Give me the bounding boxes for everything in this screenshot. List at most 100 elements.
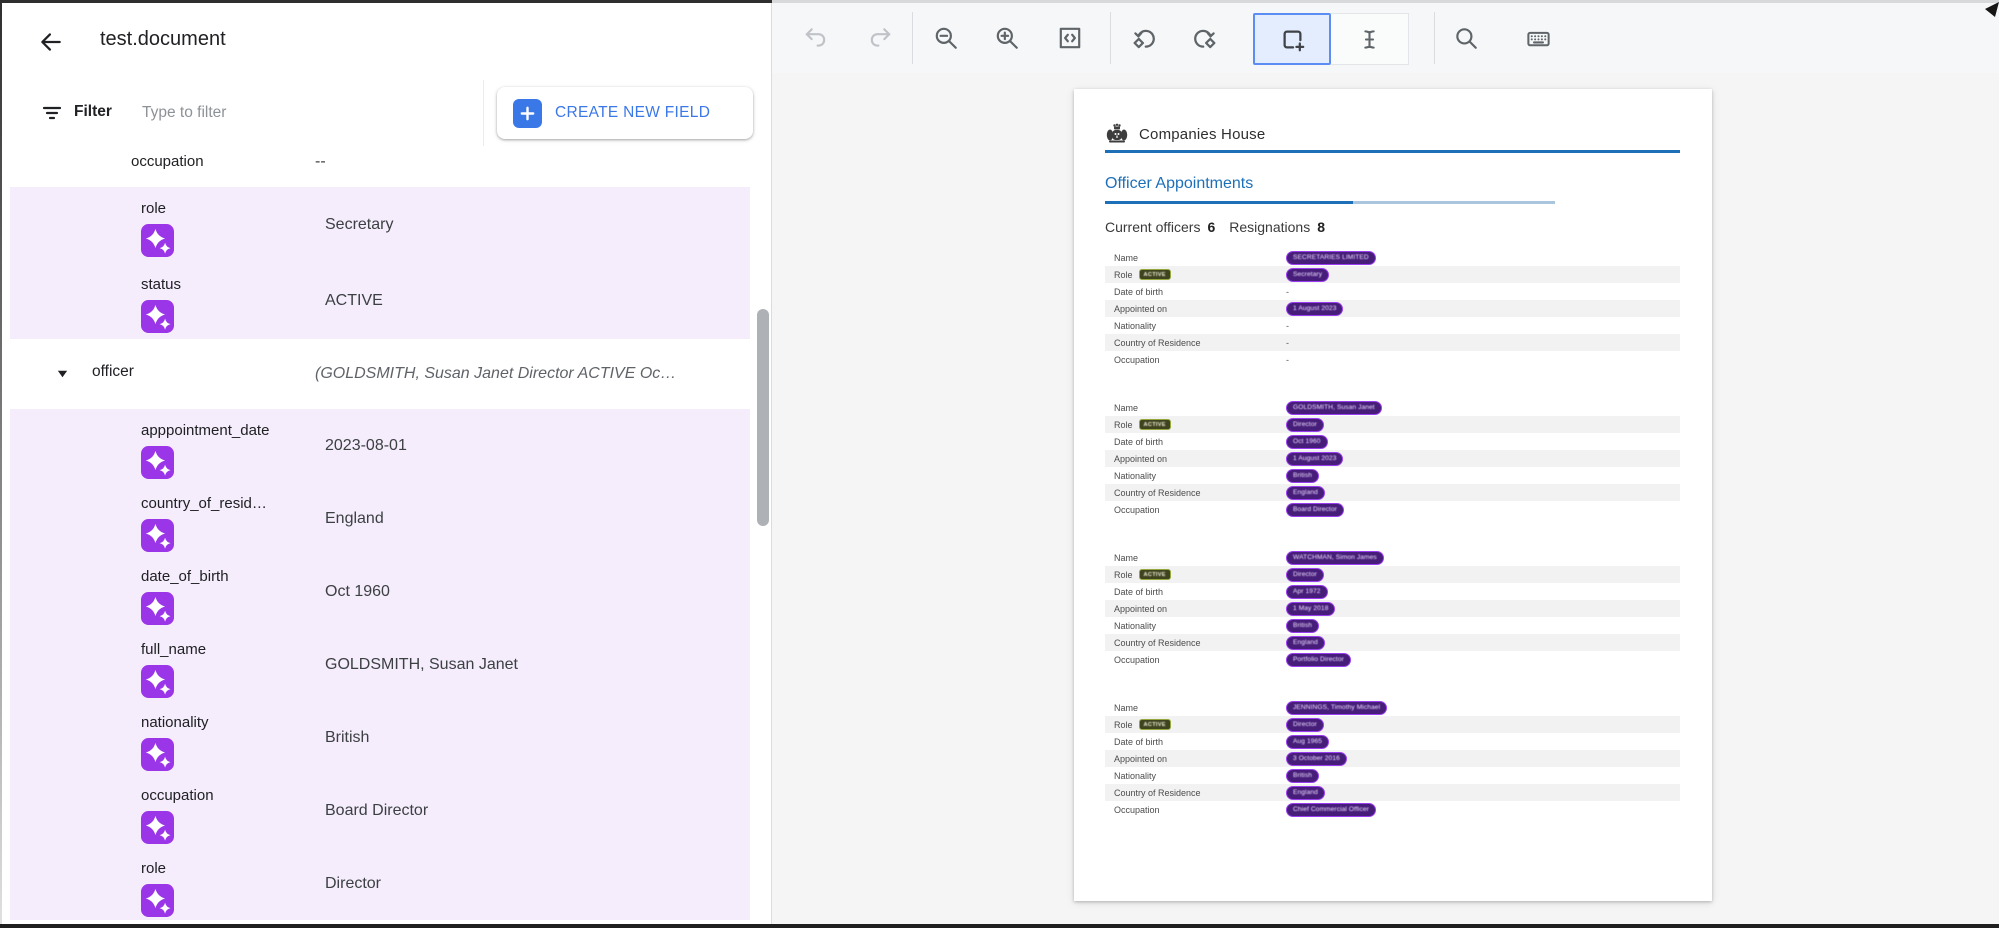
zoom-out-button[interactable] [926,18,966,58]
entity-annotation[interactable]: Portfolio Director [1286,653,1351,667]
entity-annotation[interactable]: SECRETARIES LIMITED [1286,251,1376,265]
cursor-artifact [1985,2,1999,23]
field-row[interactable]: full_nameGOLDSMITH, Susan Janet [10,628,750,701]
chevron-down-icon[interactable] [56,367,69,385]
entity-annotation[interactable]: British [1286,769,1319,783]
entity-annotation[interactable]: England [1286,486,1325,500]
entity-annotation[interactable]: WATCHMAN, Simon James [1286,551,1384,565]
rotate-right-button[interactable] [1185,18,1225,58]
field-value: Director [325,875,381,893]
entity-annotation[interactable]: 1 August 2023 [1286,302,1343,316]
field-row[interactable]: nationalityBritish [10,701,750,774]
entity-annotation[interactable]: England [1286,636,1325,650]
fit-view-button[interactable] [1050,18,1090,58]
text-select-tool[interactable] [1331,13,1409,65]
entity-annotation[interactable]: England [1286,786,1325,800]
officer-field-row: NameSECRETARIES LIMITED [1105,249,1680,266]
entity-annotation[interactable]: Director [1286,418,1324,432]
entity-annotation[interactable]: Director [1286,718,1324,732]
field-value: Oct 1960 [325,583,390,601]
empty-value: - [1286,287,1289,297]
officer-field-label: Name [1105,403,1286,413]
officer-field-row: NameGOLDSMITH, Susan Janet [1105,399,1680,416]
panel-scrollbar-thumb[interactable] [757,309,769,526]
field-row[interactable]: occupationBoard Director [10,774,750,847]
officer-field-value: England [1286,486,1680,500]
add-bounding-box-tool[interactable] [1253,13,1331,65]
officer-field-row: NationalityBritish [1105,617,1680,634]
entity-annotation[interactable]: 1 August 2023 [1286,452,1343,466]
entity-annotation[interactable]: 3 October 2016 [1286,752,1347,766]
active-status-annotation[interactable]: ACTIVE [1139,569,1171,580]
filter-input[interactable] [140,94,464,132]
entity-annotation[interactable]: Secretary [1286,268,1329,282]
field-value: British [325,729,369,747]
officer-field-value: GOLDSMITH, Susan Janet [1286,401,1680,415]
officer-field-row: Country of ResidenceEngland [1105,634,1680,651]
field-row[interactable]: role Director [10,847,750,920]
officer-field-row: Appointed on3 October 2016 [1105,750,1680,767]
field-row[interactable]: occupation-- [0,146,772,187]
active-status-annotation[interactable]: ACTIVE [1139,419,1171,430]
gemini-spark-icon [141,811,174,844]
search-button[interactable] [1446,18,1486,58]
field-row-officer[interactable]: officer(GOLDSMITH, Susan Janet Director … [0,339,772,409]
field-row[interactable]: apppointment_date2023-08-01 [10,409,750,482]
officer-field-row: NameJENNINGS, Timothy Michael [1105,699,1680,716]
field-row[interactable]: country_of_resid…England [10,482,750,555]
field-row[interactable]: date_of_birthOct 1960 [10,555,750,628]
entity-annotation[interactable]: Apr 1972 [1286,585,1328,599]
field-row[interactable]: statusACTIVE [10,263,750,339]
back-button[interactable] [34,25,68,59]
entity-annotation[interactable]: British [1286,619,1319,633]
gemini-spark-icon [141,592,174,625]
officer-field-value: Director [1286,418,1680,432]
field-label: apppointment_date [141,422,269,439]
officer-record: NameWATCHMAN, Simon JamesRoleACTIVEDirec… [1105,549,1680,668]
entity-annotation[interactable]: Aug 1965 [1286,735,1329,749]
entity-annotation[interactable]: British [1286,469,1319,483]
active-status-annotation[interactable]: ACTIVE [1139,719,1171,730]
field-row[interactable]: roleSecretary [10,187,750,263]
section-title: Officer Appointments [1105,175,1253,193]
officer-field-label: Occupation [1105,655,1286,665]
create-new-field-button[interactable]: CREATE NEW FIELD [497,87,753,139]
officer-field-row: Appointed on1 August 2023 [1105,300,1680,317]
officer-field-value: Oct 1960 [1286,435,1680,449]
officer-field-label: Nationality [1105,471,1286,481]
rotate-left-button[interactable] [1123,18,1163,58]
keyboard-button[interactable] [1518,18,1558,58]
royal-crest-icon [1105,122,1129,146]
officer-record: NameJENNINGS, Timothy MichaelRoleACTIVED… [1105,699,1680,818]
entity-annotation[interactable]: Oct 1960 [1286,435,1328,449]
entity-annotation[interactable]: Director [1286,568,1324,582]
active-status-annotation[interactable]: ACTIVE [1139,269,1171,280]
officer-field-label: Appointed on [1105,304,1286,314]
field-label: status [141,276,181,293]
field-label: role [141,860,166,877]
entity-annotation[interactable]: 1 May 2018 [1286,602,1335,616]
zoom-in-button[interactable] [987,18,1027,58]
officer-field-label: RoleACTIVE [1105,269,1286,280]
current-officers-label: Current officers [1105,219,1200,235]
officer-field-label: Country of Residence [1105,788,1286,798]
field-group: roleSecretarystatusACTIVE [10,187,750,339]
entity-annotation[interactable]: JENNINGS, Timothy Michael [1286,701,1387,715]
entity-annotation[interactable]: Chief Commercial Officer [1286,803,1376,817]
empty-value: - [1286,338,1289,348]
officer-field-label: Occupation [1105,505,1286,515]
current-officers-count: 6 [1207,219,1215,235]
officer-field-label: Appointed on [1105,754,1286,764]
create-new-field-label: CREATE NEW FIELD [555,104,710,122]
window-top-edge [772,0,1999,3]
companies-house-brand: Companies House [1105,122,1265,146]
field-value: Board Director [325,802,428,820]
gemini-spark-icon [141,884,174,917]
document-canvas[interactable]: Companies House Officer Appointments Cur… [772,73,1999,924]
entity-annotation[interactable]: GOLDSMITH, Susan Janet [1286,401,1382,415]
entity-annotation[interactable]: Board Director [1286,503,1344,517]
officer-field-label: Appointed on [1105,454,1286,464]
field-label: country_of_resid… [141,495,267,512]
officer-field-label: Occupation [1105,355,1286,365]
officer-field-value: British [1286,619,1680,633]
